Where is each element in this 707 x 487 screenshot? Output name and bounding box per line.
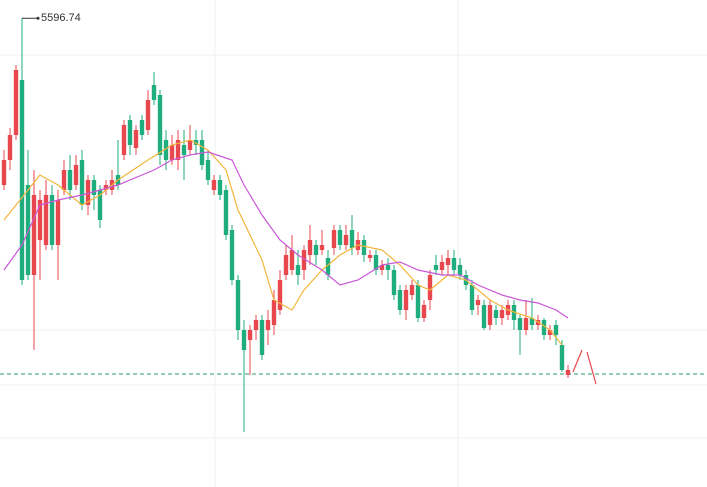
candle-body — [373, 255, 379, 270]
candle-body — [361, 240, 367, 255]
candle-body — [31, 195, 37, 275]
candle-body — [433, 265, 439, 270]
candle-body — [331, 230, 337, 248]
candle-body — [475, 300, 481, 305]
candle-body — [403, 290, 409, 310]
candle-body — [13, 70, 19, 135]
candle-body — [427, 275, 433, 300]
candle-body — [277, 280, 283, 310]
candle-body — [169, 145, 175, 160]
candle-body — [541, 320, 547, 335]
candle-body — [445, 258, 451, 265]
candle-body — [211, 180, 217, 190]
candle-body — [451, 258, 457, 270]
candle-body — [235, 280, 241, 330]
arrow-up — [572, 349, 583, 373]
candle-body — [103, 185, 109, 190]
candle-body — [1, 160, 7, 185]
candle-body — [295, 265, 301, 275]
candle-body — [271, 300, 277, 325]
candle-body — [97, 190, 103, 220]
candle-body — [553, 325, 559, 335]
candle-body — [565, 370, 571, 375]
candle-body — [61, 170, 67, 190]
candle-body — [151, 85, 157, 100]
candle-body — [307, 240, 313, 255]
candle-body — [529, 318, 535, 325]
candle-body — [7, 135, 13, 160]
candle-body — [343, 235, 349, 245]
candle-body — [559, 345, 565, 370]
candle-body — [67, 170, 73, 190]
candle-body — [187, 140, 193, 150]
candle-body — [163, 140, 169, 160]
candle-body — [181, 145, 187, 155]
arrow-down — [586, 351, 597, 385]
candle-body — [415, 285, 421, 318]
candle-body — [547, 330, 553, 335]
candle-body — [223, 190, 229, 235]
candle-body — [439, 262, 445, 270]
candle-body — [25, 185, 31, 275]
candle-body — [247, 330, 253, 340]
candle-body — [265, 320, 271, 330]
candle-body — [175, 140, 181, 160]
candle-body — [289, 250, 295, 270]
candle-body — [487, 305, 493, 325]
candle-body — [43, 195, 49, 245]
candle-body — [421, 305, 427, 318]
candle-body — [91, 180, 97, 195]
moving-average-line — [3, 151, 569, 319]
candle-body — [457, 265, 463, 275]
candle-body — [241, 330, 247, 350]
candle-body — [193, 140, 199, 145]
candle-body — [325, 258, 331, 275]
candle-body — [469, 285, 475, 310]
candle-body — [409, 285, 415, 295]
candle-body — [349, 230, 355, 248]
candle-body — [337, 230, 343, 245]
candle-body — [19, 80, 25, 280]
candle-body — [259, 320, 265, 355]
candle-body — [55, 200, 61, 245]
moving-average-line — [3, 139, 563, 346]
candle-body — [385, 265, 391, 270]
max-label: 5596.74 — [41, 12, 81, 24]
candle-body — [397, 290, 403, 310]
candle-body — [157, 95, 163, 155]
candle-body — [517, 318, 523, 330]
candle-body — [229, 230, 235, 280]
arrows — [572, 349, 597, 385]
candle-body — [319, 245, 325, 250]
candle-body — [481, 305, 487, 328]
candle-body — [79, 160, 85, 205]
candle-body — [313, 245, 319, 255]
candle-body — [85, 180, 91, 205]
candle-body — [217, 180, 223, 195]
candle-body — [283, 255, 289, 275]
candle-body — [121, 125, 127, 155]
candle-body — [391, 270, 397, 295]
candle-body — [37, 200, 43, 240]
candle-body — [301, 250, 307, 270]
candle-body — [127, 120, 133, 145]
candle-body — [73, 165, 79, 185]
candle-body — [493, 310, 499, 318]
max-dot — [36, 16, 40, 20]
candle-body — [379, 265, 385, 270]
candle-body — [523, 318, 529, 330]
candle-body — [139, 120, 145, 135]
candle-body — [133, 130, 139, 148]
candle-body — [145, 100, 151, 130]
candle-body — [49, 195, 55, 245]
candle-body — [205, 160, 211, 180]
candle-body — [367, 255, 373, 258]
candle-body — [253, 320, 259, 330]
candle-body — [499, 310, 505, 318]
